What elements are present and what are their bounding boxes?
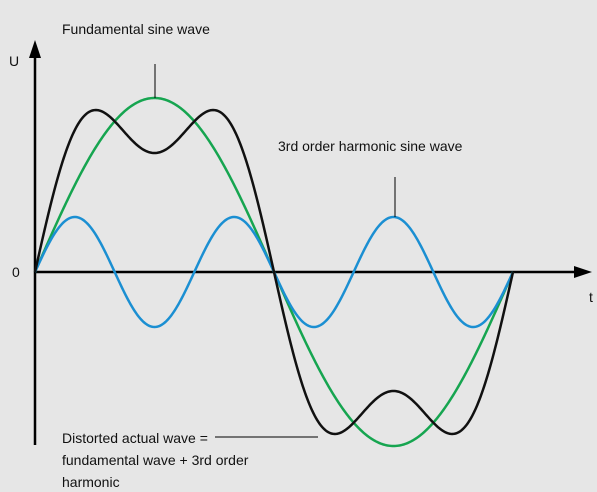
distorted-wave: [33, 108, 515, 436]
x-axis-arrow: [574, 266, 592, 278]
y-axis-label: U: [9, 53, 19, 69]
distorted-label: harmonic: [62, 474, 120, 490]
x-axis-label: t: [589, 289, 593, 305]
title: Fundamental sine wave: [62, 21, 210, 37]
distorted-label: fundamental wave + 3rd order: [62, 452, 249, 468]
harmonic-label: 3rd order harmonic sine wave: [278, 138, 463, 154]
origin-label: 0: [12, 264, 20, 280]
curves: [33, 96, 515, 448]
y-axis-arrow: [29, 40, 41, 58]
distorted-label: Distorted actual wave =: [62, 430, 208, 446]
